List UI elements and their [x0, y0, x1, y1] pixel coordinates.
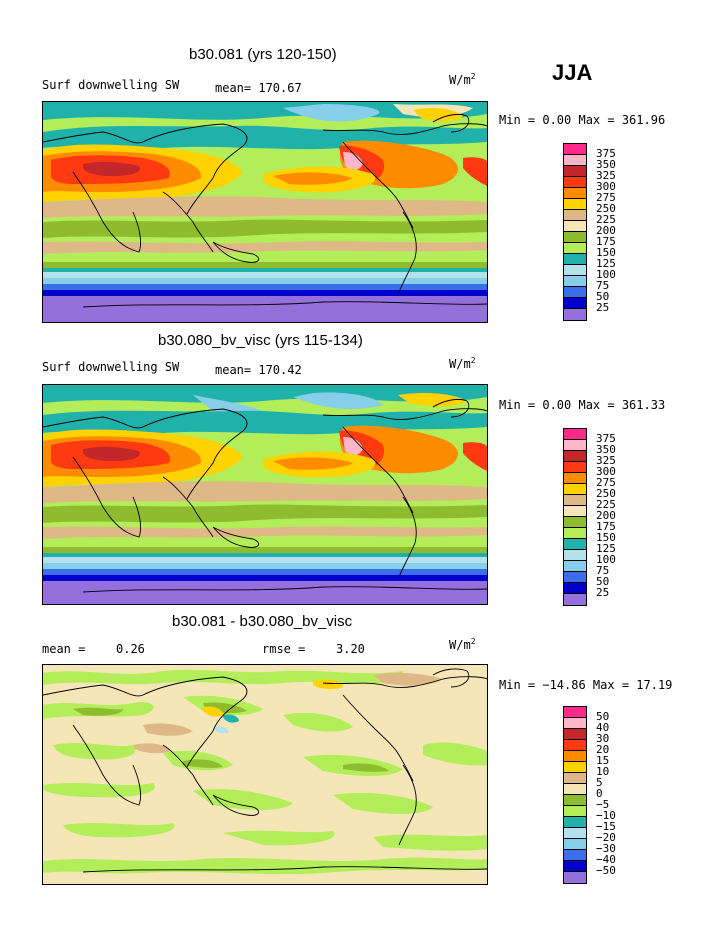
cbar-label: 350 — [596, 158, 616, 171]
panel1-title: b30.081 (yrs 120-150) — [189, 46, 337, 63]
cbar-label: 15 — [596, 754, 610, 767]
panel1-mean: mean= 170.67 — [215, 81, 302, 95]
cbar-label: 10 — [596, 765, 610, 778]
units-exponent: 2 — [470, 72, 476, 81]
cbar-label: 125 — [596, 257, 616, 270]
cbar-label: 375 — [596, 147, 616, 160]
cbar-label: 150 — [596, 531, 616, 544]
cbar-label: 300 — [596, 465, 616, 478]
cbar-label: 200 — [596, 224, 616, 237]
units-exponent: 2 — [470, 356, 476, 365]
cbar-label: 325 — [596, 454, 616, 467]
panel2-units: W/m2 — [449, 356, 476, 371]
cbar-label: 300 — [596, 180, 616, 193]
cbar-label: 50 — [596, 290, 610, 303]
panel3-title: b30.081 - b30.080_bv_visc — [172, 613, 353, 630]
cbar-label: 225 — [596, 213, 616, 226]
panel2-variable: Surf downwelling SW — [42, 360, 180, 374]
cbar-label: −10 — [596, 809, 616, 822]
cbar-label: 25 — [596, 586, 610, 599]
cbar-label: 275 — [596, 476, 616, 489]
cbar-label: 225 — [596, 498, 616, 511]
panel1-variable: Surf downwelling SW — [42, 78, 180, 92]
panel3-rmse-value: 3.20 — [336, 642, 365, 656]
units-exponent: 2 — [470, 637, 476, 646]
cbar-label: 75 — [596, 564, 610, 577]
cbar-label: −40 — [596, 853, 616, 866]
cbar-label: −50 — [596, 864, 616, 877]
cbar-label: 25 — [596, 301, 610, 314]
panel1-minmax: Min = 0.00 Max = 361.96 — [499, 113, 666, 127]
panel2-colorbar — [563, 428, 587, 606]
cbar-label: 250 — [596, 487, 616, 500]
cbar-label: 175 — [596, 520, 616, 533]
cbar-label: 150 — [596, 246, 616, 259]
units-text: W/m — [449, 638, 471, 652]
cbar-label: 175 — [596, 235, 616, 248]
cbar-label: 200 — [596, 509, 616, 522]
panel3-mean-value: 0.26 — [116, 642, 145, 656]
cbar-label: −30 — [596, 842, 616, 855]
units-text: W/m — [449, 73, 471, 87]
cbar-label: −5 — [596, 798, 610, 811]
cbar-label: 75 — [596, 279, 610, 292]
panel2-mean: mean= 170.42 — [215, 363, 302, 377]
panel3-colorbar — [563, 706, 587, 884]
panel1-map — [42, 101, 488, 323]
cbar-label: 5 — [596, 776, 603, 789]
cbar-label: 275 — [596, 191, 616, 204]
units-text: W/m — [449, 357, 471, 371]
panel1-units: W/m2 — [449, 72, 476, 87]
panel3-mean-label: mean = — [42, 642, 86, 656]
cbar-label: 375 — [596, 432, 616, 445]
cbar-label: −20 — [596, 831, 616, 844]
cbar-label: 125 — [596, 542, 616, 555]
panel2-title: b30.080_bv_visc (yrs 115-134) — [158, 332, 363, 349]
panel2-map — [42, 384, 488, 605]
cbar-label: 250 — [596, 202, 616, 215]
panel3-units: W/m2 — [449, 637, 476, 652]
panel1-colorbar — [563, 143, 587, 321]
cbar-label: 100 — [596, 553, 616, 566]
cbar-label: 0 — [596, 787, 603, 800]
panel3-minmax: Min = −14.86 Max = 17.19 — [499, 678, 673, 692]
cbar-label: −15 — [596, 820, 616, 833]
cbar-label: 100 — [596, 268, 616, 281]
cbar-label: 40 — [596, 721, 610, 734]
cbar-label: 50 — [596, 710, 610, 723]
panel2-minmax: Min = 0.00 Max = 361.33 — [499, 398, 666, 412]
panel3-map — [42, 664, 488, 885]
cbar-label: 20 — [596, 743, 610, 756]
panel3-rmse-label: rmse = — [262, 642, 306, 656]
cbar-label: 30 — [596, 732, 610, 745]
cbar-label: 350 — [596, 443, 616, 456]
season-label: JJA — [552, 60, 593, 85]
cbar-label: 325 — [596, 169, 616, 182]
cbar-label: 50 — [596, 575, 610, 588]
